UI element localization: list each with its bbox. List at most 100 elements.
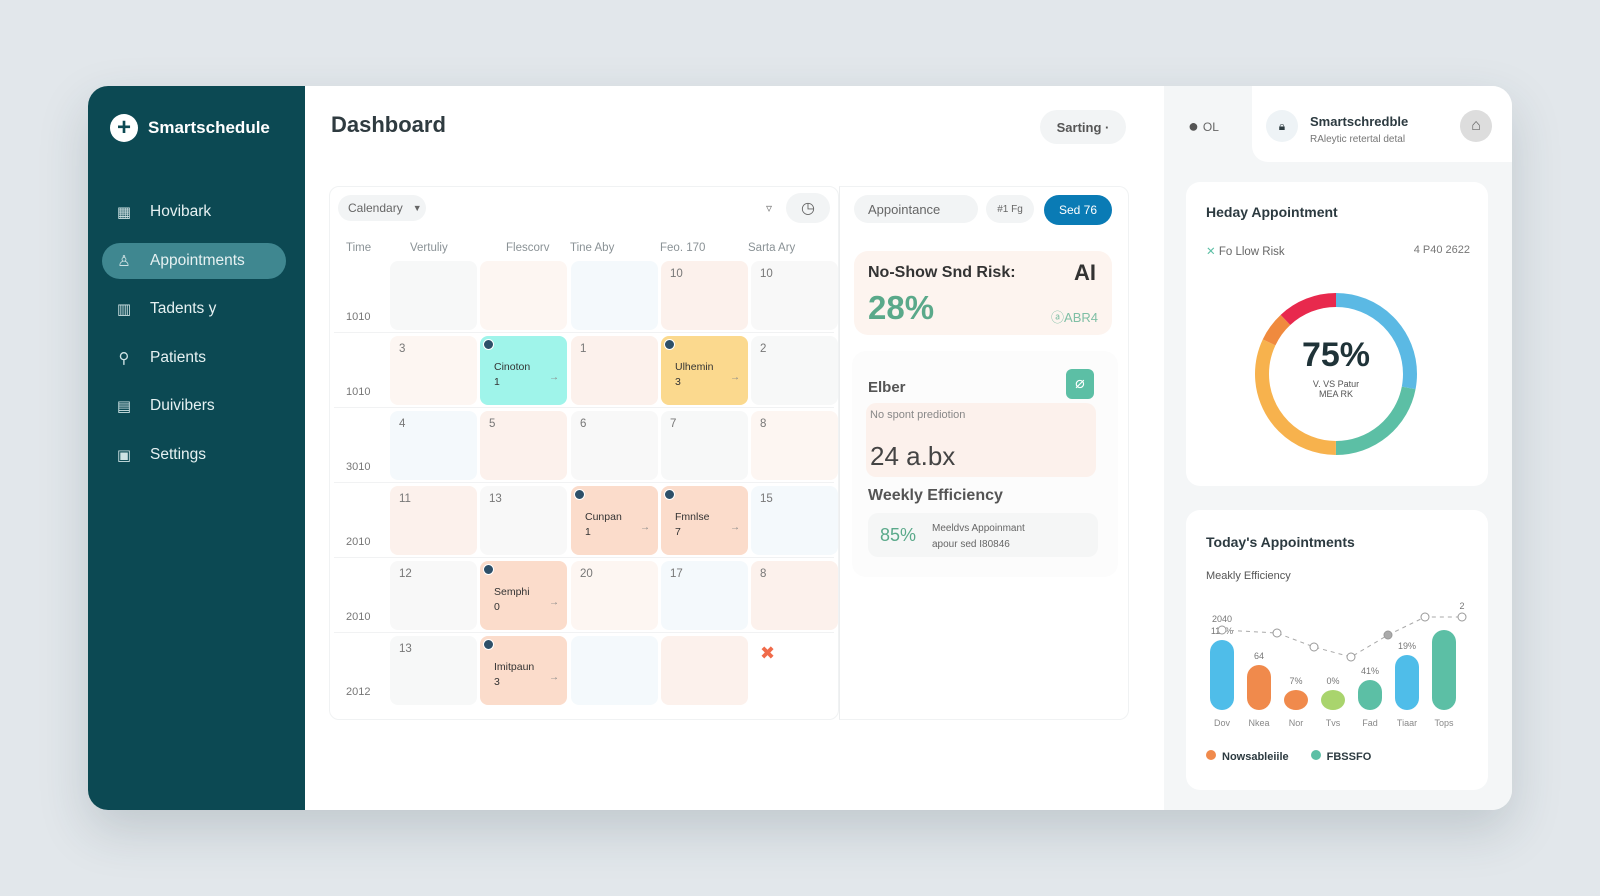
category-label: Tiaar — [1397, 718, 1417, 728]
appointment-card[interactable]: Imitpaun 3 → — [480, 636, 567, 705]
appointment-card[interactable]: Fmnlse 7 → — [661, 486, 748, 555]
elber-title: Elber — [868, 379, 906, 396]
risk-value: 28% — [868, 289, 935, 326]
time-label: 3010 — [346, 461, 371, 473]
calendar-cell[interactable]: 11 — [390, 486, 477, 555]
calendar-cell[interactable]: 13 — [480, 486, 567, 555]
chart-title: Today's Appointments — [1206, 534, 1355, 550]
row-divider — [334, 632, 834, 633]
bar-label: 0% — [1326, 676, 1339, 686]
calendar-cell[interactable]: 17 — [661, 561, 748, 630]
trend-point — [1346, 652, 1356, 662]
sidebar-item-settings[interactable]: ▣ Settings — [102, 437, 286, 473]
ai-badge: AI — [1074, 260, 1096, 285]
column-header: Sarta Ary — [748, 242, 796, 254]
sidebar-item-appointments[interactable]: ♙ Appointments — [102, 242, 286, 279]
donut-sub2: MEA RK — [1318, 389, 1353, 399]
day-number: 2 — [760, 343, 767, 355]
calendar-cell[interactable]: 5 — [480, 411, 567, 480]
appointment-count: 3 — [675, 376, 681, 388]
category-label: Dov — [1214, 718, 1231, 728]
calendar-cell[interactable]: 10 — [751, 261, 838, 330]
home-icon[interactable]: ⌂ — [1460, 110, 1492, 142]
right-panel: ● OL 🔒︎ Smartschredble RAleytic retertal … — [1164, 86, 1512, 810]
avatar — [664, 489, 675, 500]
appointment-card[interactable]: Ulhemin 3 → — [661, 336, 748, 405]
brand[interactable]: + Smartschedule — [110, 114, 270, 142]
arrow-right-icon: → — [730, 522, 740, 533]
user-menu[interactable]: ● OL — [1188, 116, 1219, 137]
calendar-cell[interactable]: ✖ — [751, 636, 838, 705]
calendar-cell[interactable]: 12 — [390, 561, 477, 630]
calendar-cell[interactable]: 4 — [390, 411, 477, 480]
calendar-cell[interactable]: 8 — [751, 561, 838, 630]
appointment-card[interactable]: Cunpan 1 → — [571, 486, 658, 555]
row-divider — [334, 332, 834, 333]
day-number: 7 — [670, 418, 677, 430]
sidebar-item-hovibark[interactable]: ▦ Hovibark — [102, 194, 286, 230]
calendar-cell[interactable] — [571, 261, 658, 330]
calendar-view-select[interactable]: Calendary ▼ — [338, 195, 426, 221]
appointment-card[interactable]: Cinoton 1 → — [480, 336, 567, 405]
search-input[interactable]: Appointance — [854, 195, 978, 223]
category-label: Tops — [1434, 718, 1454, 728]
time-label: 2010 — [346, 536, 371, 548]
day-number: 13 — [489, 493, 502, 505]
appointment-count: 7 — [675, 526, 681, 538]
legend-item: FBSSFO — [1310, 750, 1371, 763]
donut-chart — [1255, 293, 1417, 455]
day-number: 3 — [399, 343, 406, 355]
sort-button[interactable]: Sarting · — [1040, 110, 1126, 144]
time-label: 2010 — [346, 611, 371, 623]
clock-icon[interactable]: ◷ — [786, 193, 830, 223]
bar — [1358, 680, 1382, 710]
appointment-card[interactable]: Semphi 0 → — [480, 561, 567, 630]
calendar-cell[interactable]: 6 — [571, 411, 658, 480]
user-icon: ● — [1188, 116, 1199, 136]
filter-icon[interactable]: ▿ — [766, 201, 773, 215]
primary-button[interactable]: Sed 76 — [1044, 195, 1112, 225]
avatar — [483, 339, 494, 350]
calendar-cell[interactable] — [390, 261, 477, 330]
calendar-cell[interactable]: 8 — [751, 411, 838, 480]
brand-name: Smartschedule — [148, 118, 270, 137]
donut-date: 4 P40 2622 — [1413, 244, 1470, 256]
sidebar-item-patients[interactable]: ⚲ Patients — [102, 340, 286, 376]
calendar-cell[interactable]: 7 — [661, 411, 748, 480]
appointment-name: Fmnlse — [675, 511, 710, 523]
calendar-cell[interactable] — [571, 636, 658, 705]
no-show-risk-card: No-Show Snd Risk: AI 28% ⓐABR4 — [854, 251, 1112, 335]
calendar-cell[interactable] — [480, 261, 567, 330]
calendar-cell[interactable]: 13 — [390, 636, 477, 705]
bar — [1395, 655, 1419, 710]
profile-card[interactable]: 🔒︎ Smartschredble RAleytic retertal deta… — [1252, 86, 1512, 162]
page-title: Dashboard — [331, 112, 446, 137]
sidebar-item-label: Appointments — [150, 251, 245, 269]
weekly-box: 85% Meeldvs Appoinmant apour sed I80846 — [868, 513, 1098, 557]
sidebar-item-duivibers[interactable]: ▤ Duivibers — [102, 388, 286, 424]
sidebar-item-label: Settings — [150, 445, 207, 463]
bar — [1210, 640, 1234, 710]
calendar-cell[interactable]: 15 — [751, 486, 838, 555]
calendar-cell[interactable]: 20 — [571, 561, 658, 630]
calendar-cell[interactable]: 1 — [571, 336, 658, 405]
appointment-name: Semphi — [494, 586, 530, 598]
elber-card: Elber ⌀ No spont prediotion 24 a.bx Week… — [852, 351, 1118, 577]
trend-label: 2040 — [1212, 614, 1232, 624]
app-window: + Smartschedule ▦ Hovibark ♙ Appointments ▥ Ta… — [88, 86, 1512, 810]
appointment-name: Cinoton — [494, 361, 531, 373]
calendar-cell[interactable] — [661, 636, 748, 705]
sidebar-item-tadents-y[interactable]: ▥ Tadents y — [102, 291, 286, 327]
filter-chip[interactable]: #1 Fg — [986, 195, 1034, 223]
bar-chart: 110%Dov64Nkea7%Nor0%Tvs41%Fad19%TiaarTop… — [1210, 601, 1467, 728]
bar-label: 7% — [1289, 676, 1302, 686]
calendar-cell[interactable]: 2 — [751, 336, 838, 405]
day-number: 13 — [399, 643, 412, 655]
sidebar: + Smartschedule ▦ Hovibark ♙ Appointments ▥ Ta… — [88, 86, 305, 810]
legend-dot-icon — [1206, 750, 1216, 760]
attachment-icon[interactable]: ⌀ — [1066, 369, 1094, 399]
calendar-cell[interactable]: 10 — [661, 261, 748, 330]
calendar-cell[interactable]: 3 — [390, 336, 477, 405]
day-number: 12 — [399, 568, 412, 580]
column-header: Tine Aby — [570, 242, 615, 254]
